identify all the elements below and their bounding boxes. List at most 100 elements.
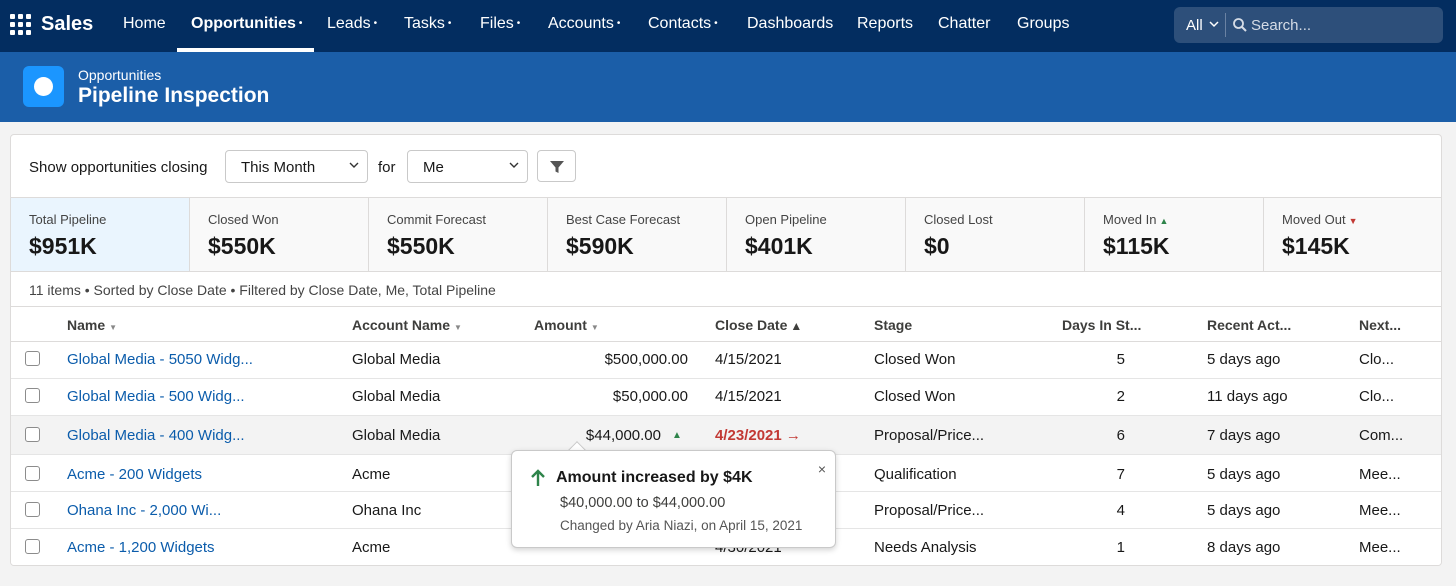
opportunity-name-link[interactable]: Global Media - 400 Widg... xyxy=(67,427,245,444)
filter-button[interactable] xyxy=(537,150,576,182)
table-header: Name ▼ Account Name ▼ Amount ▼ Close Date ▲ … xyxy=(11,306,1441,342)
days-in-stage: 4 xyxy=(1116,502,1125,519)
column-header-close-date[interactable]: Close Date ▲ xyxy=(715,317,803,333)
chevron-down-icon: • xyxy=(298,18,303,29)
table-row[interactable]: Global Media - 500 Widg... Global Media … xyxy=(11,379,1441,416)
chevron-down-icon: • xyxy=(616,18,621,29)
popover-change-detail: $40,000.00 to $44,000.00 xyxy=(560,495,726,511)
opportunity-name-link[interactable]: Ohana Inc - 2,000 Wi... xyxy=(67,502,222,519)
table-row[interactable]: Global Media - 5050 Widg... Global Media… xyxy=(11,342,1441,379)
search-divider xyxy=(1225,13,1226,37)
nav-item-leads[interactable]: Leads • xyxy=(327,15,378,32)
nav-item-groups[interactable]: Groups xyxy=(1017,15,1070,32)
nav-item-chatter[interactable]: Chatter xyxy=(938,15,991,32)
opportunity-name-link[interactable]: Global Media - 500 Widg... xyxy=(67,388,245,405)
table-row[interactable]: Acme - 1,200 Widgets Acme 4/30/2021 Need… xyxy=(11,529,1441,565)
close-date-changed[interactable]: 4/23/2021 → xyxy=(715,427,801,444)
close-icon[interactable]: × xyxy=(817,461,826,477)
page-title: Pipeline Inspection xyxy=(78,84,270,107)
row-checkbox[interactable] xyxy=(25,539,40,554)
app-launcher-icon[interactable] xyxy=(10,14,32,36)
amount-change-popover: Amount increased by $4K × $40,000.00 to … xyxy=(511,450,836,548)
arrow-right-icon: → xyxy=(785,427,801,444)
stage: Proposal/Price... xyxy=(874,502,985,519)
opportunity-name-link[interactable]: Acme - 200 Widgets xyxy=(67,466,203,483)
close-period-select[interactable]: This Month xyxy=(225,150,368,183)
metric-best-case-forecast[interactable]: Best Case Forecast $590K xyxy=(548,198,727,271)
row-checkbox[interactable] xyxy=(25,427,40,442)
popover-change-meta: Changed by Aria Niazi, on April 15, 2021 xyxy=(560,518,803,533)
metric-commit-forecast[interactable]: Commit Forecast $550K xyxy=(369,198,548,271)
nav-item-reports[interactable]: Reports xyxy=(857,15,914,32)
metric-moved-out[interactable]: Moved Out ▼ $145K xyxy=(1264,198,1441,271)
search-scope-select[interactable]: All xyxy=(1186,17,1203,34)
metric-moved-in[interactable]: Moved In ▲ $115K xyxy=(1085,198,1264,271)
filter-label: Show opportunities closing xyxy=(29,159,208,176)
column-header-amount[interactable]: Amount ▼ xyxy=(534,317,599,333)
popover-title: Amount increased by $4K xyxy=(556,469,753,486)
days-in-stage: 5 xyxy=(1116,351,1125,368)
row-checkbox[interactable] xyxy=(25,388,40,403)
recent-activity: 5 days ago xyxy=(1207,502,1281,519)
sort-ascending-icon: ▲ xyxy=(790,319,803,333)
nav-item-files[interactable]: Files • xyxy=(480,15,521,32)
amount-increase-icon[interactable]: ▲ xyxy=(672,430,682,441)
next-step: Mee... xyxy=(1359,539,1401,556)
chevron-down-icon: • xyxy=(714,18,718,29)
nav-item-dashboards[interactable]: Dashboards xyxy=(747,15,834,32)
stage: Closed Won xyxy=(874,351,956,368)
chevron-down-icon: • xyxy=(447,18,452,29)
metric-open-pipeline[interactable]: Open Pipeline $401K xyxy=(727,198,906,271)
chevron-down-icon: • xyxy=(373,18,378,29)
sort-icon: ▼ xyxy=(109,323,118,332)
days-in-stage: 6 xyxy=(1116,427,1125,444)
days-in-stage: 1 xyxy=(1116,539,1125,556)
account-name: Global Media xyxy=(352,427,441,444)
page-header: Opportunities Pipeline Inspection xyxy=(0,52,1456,122)
column-header-days-in-stage[interactable]: Days In St... xyxy=(1062,317,1142,333)
chevron-down-icon xyxy=(509,162,519,168)
account-name: Global Media xyxy=(352,388,441,405)
metric-closed-lost[interactable]: Closed Lost $0 xyxy=(906,198,1085,271)
account-name: Acme xyxy=(352,466,391,483)
metric-total-pipeline[interactable]: Total Pipeline $951K xyxy=(11,198,190,271)
recent-activity: 5 days ago xyxy=(1207,351,1281,368)
recent-activity: 11 days ago xyxy=(1207,388,1288,405)
table-row[interactable]: Global Media - 400 Widg... Global Media … xyxy=(11,416,1441,455)
row-checkbox[interactable] xyxy=(25,351,40,366)
for-label: for xyxy=(378,159,396,176)
nav-item-contacts[interactable]: Contacts • xyxy=(648,15,718,32)
column-header-account[interactable]: Account Name ▼ xyxy=(352,317,462,333)
sort-icon: ▼ xyxy=(590,323,599,332)
column-header-next-step[interactable]: Next... xyxy=(1359,317,1402,333)
nav-item-home[interactable]: Home xyxy=(123,15,166,32)
opportunity-name-link[interactable]: Acme - 1,200 Widgets xyxy=(67,539,215,556)
owner-select[interactable]: Me xyxy=(407,150,528,183)
days-in-stage: 7 xyxy=(1116,466,1125,483)
amount: $500,000.00 xyxy=(604,351,688,368)
metrics-bar: Total Pipeline $951K Closed Won $550K Comm… xyxy=(11,197,1441,272)
chevron-down-icon xyxy=(1209,21,1219,28)
nav-item-accounts[interactable]: Accounts • xyxy=(548,15,621,32)
recent-activity: 8 days ago xyxy=(1207,539,1281,556)
column-header-recent-activity[interactable]: Recent Act... xyxy=(1207,317,1292,333)
close-date: 4/15/2021 xyxy=(715,388,782,405)
nav-item-tasks[interactable]: Tasks • xyxy=(404,15,452,32)
column-header-stage[interactable]: Stage xyxy=(874,317,913,333)
metric-closed-won[interactable]: Closed Won $550K xyxy=(190,198,369,271)
recent-activity: 5 days ago xyxy=(1207,466,1281,483)
amount[interactable]: $44,000.00 xyxy=(585,427,661,444)
stage: Closed Won xyxy=(874,388,956,405)
nav-item-opportunities[interactable]: Opportunities • xyxy=(191,15,303,32)
pipeline-inspection-icon xyxy=(23,66,64,107)
list-info: 11 items • Sorted by Close Date • Filter… xyxy=(29,282,496,298)
sort-icon: ▼ xyxy=(454,323,462,332)
search-input[interactable]: Search... xyxy=(1251,17,1312,34)
row-checkbox[interactable] xyxy=(25,466,40,481)
trend-down-icon: ▼ xyxy=(1348,216,1358,226)
global-search[interactable]: All Search... xyxy=(1174,7,1443,43)
opportunity-name-link[interactable]: Global Media - 5050 Widg... xyxy=(67,351,253,368)
row-checkbox[interactable] xyxy=(25,502,40,517)
column-header-name[interactable]: Name ▼ xyxy=(67,317,118,333)
chevron-down-icon xyxy=(349,162,359,168)
